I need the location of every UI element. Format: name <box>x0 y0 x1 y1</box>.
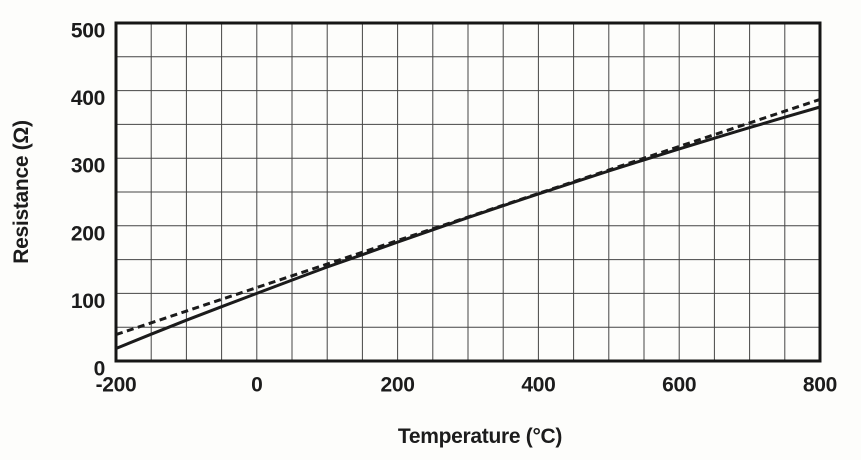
x-axis-title: Temperature (°C) <box>397 425 563 448</box>
x-tick-label: 200 <box>381 374 415 397</box>
x-tick-label: 600 <box>662 374 696 397</box>
plot-frame <box>114 21 822 363</box>
x-tick-label: -200 <box>96 374 137 397</box>
linear-approximation-line <box>115 97 821 337</box>
y-tick-label: 0 <box>94 358 105 381</box>
y-tick-label: 100 <box>71 290 105 313</box>
y-tick-label: 200 <box>71 222 105 245</box>
y-tick-label: 500 <box>71 20 105 43</box>
y-tick-label: 300 <box>71 155 105 178</box>
y-tick-label: 400 <box>71 87 105 110</box>
x-tick-label: 400 <box>521 374 555 397</box>
x-tick-label: 800 <box>803 374 837 397</box>
y-axis-title: Resistance (Ω) <box>10 120 33 264</box>
x-tick-label: 0 <box>251 374 262 397</box>
